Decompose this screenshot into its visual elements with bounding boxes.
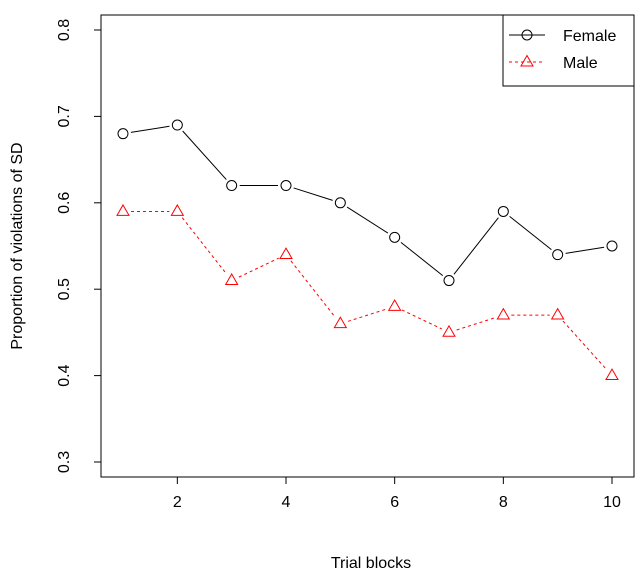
x-tick-label: 8 <box>499 494 508 511</box>
series-female-segment <box>346 206 389 234</box>
series-male-segment <box>562 320 608 370</box>
x-axis: 2 4 6 8 10 <box>173 477 621 511</box>
y-tick-label: 0.3 <box>56 451 73 473</box>
series-female-point <box>552 249 564 261</box>
series-male-point <box>279 247 293 260</box>
y-axis: 0.3 0.4 0.5 0.6 0.7 0.8 <box>56 19 101 473</box>
x-tick-label: 6 <box>390 494 399 511</box>
series-female-segment <box>453 217 499 275</box>
series-female-segment <box>509 216 552 251</box>
x-tick-label: 2 <box>173 494 182 511</box>
series-female-segment <box>565 246 605 254</box>
legend: Female Male <box>502 14 635 87</box>
series-female-segment <box>130 125 170 133</box>
series-female-point <box>389 231 401 243</box>
series-male-point <box>224 273 239 285</box>
legend-male-label: Male <box>563 55 598 72</box>
y-axis-title: Proportion of violations of SD <box>9 142 26 349</box>
x-tick-label: 4 <box>282 494 291 511</box>
series-male-segment <box>347 308 388 322</box>
y-tick-label: 0.6 <box>56 192 73 214</box>
series-male-segment <box>456 317 496 331</box>
series-male-segment <box>181 217 228 275</box>
series-female-point <box>171 119 183 131</box>
series-female-point <box>280 180 292 192</box>
series-male-point <box>605 368 619 380</box>
series-male-segment <box>238 257 279 278</box>
series-female-segment <box>293 187 333 201</box>
series-layer <box>116 119 619 380</box>
series-female-point <box>497 205 509 217</box>
y-tick-label: 0.4 <box>56 364 73 386</box>
series-female-point <box>334 197 346 209</box>
series-female-point <box>606 240 618 252</box>
series-male-segment <box>401 309 442 330</box>
series-female-segment <box>182 130 227 180</box>
series-male <box>116 203 619 380</box>
series-male-point <box>496 307 511 320</box>
legend-box <box>502 14 635 87</box>
series-male-point <box>387 298 402 311</box>
legend-female-label: Female <box>563 28 616 45</box>
y-tick-label: 0.7 <box>56 105 73 127</box>
series-male-segment <box>290 260 336 318</box>
series-female-segment <box>400 241 444 276</box>
series-male-point <box>442 324 456 337</box>
x-tick-label: 10 <box>603 494 621 511</box>
series-female-point <box>443 275 455 287</box>
y-tick-label: 0.5 <box>56 278 73 300</box>
series-female-point <box>226 180 238 192</box>
series-male-point <box>116 203 130 216</box>
series-female-point <box>117 128 129 140</box>
plot-frame <box>100 14 635 478</box>
legend-female-marker <box>521 29 533 41</box>
series-female <box>117 119 618 287</box>
series-male-point <box>333 316 348 329</box>
y-tick-label: 0.8 <box>56 19 73 41</box>
series-male-point <box>550 307 565 320</box>
legend-male-marker <box>520 54 534 67</box>
x-axis-title: Trial blocks <box>331 555 411 572</box>
series-male-point <box>170 203 185 216</box>
